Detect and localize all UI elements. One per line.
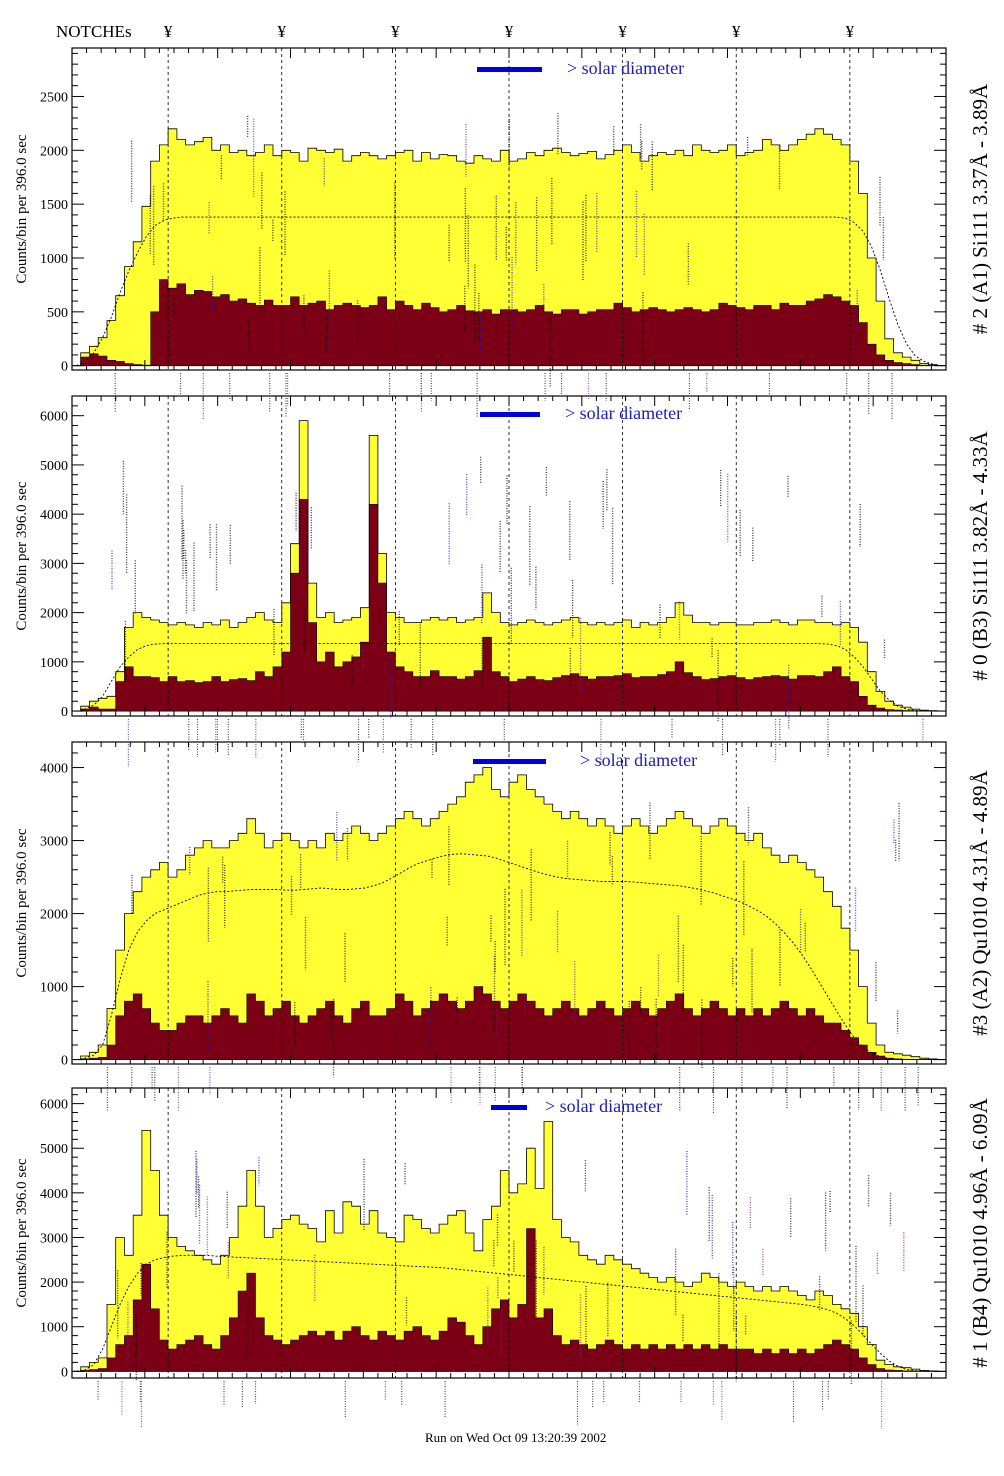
panel-title: # 0 (B3) Si111 3.82Å - 4.33Å bbox=[968, 431, 992, 681]
y-tick-label: 0 bbox=[61, 1054, 68, 1069]
notch-symbol: ¥ bbox=[618, 22, 627, 41]
y-tick-label: 2000 bbox=[40, 607, 68, 622]
y-tick-label: 1500 bbox=[40, 198, 68, 213]
y-tick-label: 6000 bbox=[40, 410, 68, 425]
y-axis-label: Counts/bin per 396.0 sec bbox=[14, 481, 30, 630]
y-tick-label: 2000 bbox=[40, 1276, 68, 1291]
y-tick-label: 5000 bbox=[40, 459, 68, 474]
y-tick-label: 2500 bbox=[40, 90, 68, 105]
chart-panels: 0 500 1000 1500 2000 2500 Counts/bin per 396.0… bbox=[14, 47, 992, 1429]
y-axis-label: Counts/bin per 396.0 sec bbox=[14, 1158, 30, 1307]
y-tick-label: 5000 bbox=[40, 1142, 68, 1157]
y-axis-label: Counts/bin per 396.0 sec bbox=[14, 828, 30, 977]
y-tick-label: 4000 bbox=[40, 1187, 68, 1202]
y-tick-label: 1000 bbox=[40, 656, 68, 671]
dark-counts-histogram bbox=[71, 986, 947, 1060]
chart-panel-1: 0 1000 2000 3000 4000 5000 6000 Counts/bin per … bbox=[14, 395, 992, 767]
solar-diameter-bar bbox=[491, 1105, 527, 1110]
y-tick-label: 4000 bbox=[40, 508, 68, 523]
y-tick-label: 2000 bbox=[40, 144, 68, 159]
y-tick-label: 3000 bbox=[40, 1231, 68, 1246]
notch-markers: ¥ ¥ ¥ ¥ ¥ ¥ ¥ bbox=[164, 22, 855, 41]
notch-symbol: ¥ bbox=[278, 22, 287, 41]
total-counts-histogram bbox=[71, 767, 947, 1061]
smooth-model-curve bbox=[76, 643, 942, 712]
smooth-model-curve bbox=[76, 853, 942, 1061]
y-tick-label: 2000 bbox=[40, 908, 68, 923]
notch-symbol: ¥ bbox=[732, 22, 741, 41]
y-tick-label: 1000 bbox=[40, 981, 68, 996]
y-tick-label: 1000 bbox=[40, 252, 68, 267]
run-footer: Run on Wed Oct 09 13:20:39 2002 bbox=[425, 1430, 606, 1445]
chart-panel-0: 0 500 1000 1500 2000 2500 Counts/bin per 396.0… bbox=[14, 47, 992, 420]
chart-panel-3: 0 1000 2000 3000 4000 5000 6000 Counts/bin per … bbox=[14, 1087, 992, 1429]
y-tick-label: 3000 bbox=[40, 835, 68, 850]
y-tick-label: 6000 bbox=[40, 1098, 68, 1113]
notch-symbol: ¥ bbox=[846, 22, 855, 41]
chart-panel-2: 0 1000 2000 3000 4000 Counts/bin per 396.0 se… bbox=[14, 741, 992, 1114]
y-tick-label: 0 bbox=[61, 360, 68, 375]
solar-diameter-label: > solar diameter bbox=[580, 750, 697, 770]
notch-symbol: ¥ bbox=[391, 22, 400, 41]
solar-diameter-bar bbox=[477, 67, 542, 72]
dark-counts-histogram bbox=[71, 279, 947, 366]
panel-title: #3 (A2) Qu1010 4.31Å - 4.89Å bbox=[968, 769, 992, 1035]
solar-diameter-label: > solar diameter bbox=[567, 58, 684, 78]
panel-title: # 2 (A1) Si111 3.37Å - 3.89Å bbox=[968, 83, 992, 334]
notch-symbol: ¥ bbox=[164, 22, 173, 41]
y-tick-label: 1000 bbox=[40, 1321, 68, 1336]
solar-diameter-label: > solar diameter bbox=[565, 403, 682, 423]
solar-diameter-label: > solar diameter bbox=[545, 1096, 662, 1116]
solar-diameter-bar bbox=[480, 412, 540, 417]
y-tick-label: 0 bbox=[61, 705, 68, 720]
y-tick-label: 0 bbox=[61, 1365, 68, 1380]
y-tick-label: 3000 bbox=[40, 557, 68, 572]
notch-symbol: ¥ bbox=[505, 22, 514, 41]
solar-diameter-bar bbox=[473, 759, 546, 764]
y-tick-label: 4000 bbox=[40, 762, 68, 777]
panel-title: # 1 (B4) Qu1010 4.96Å - 6.09Å bbox=[968, 1097, 992, 1367]
y-axis-label: Counts/bin per 396.0 sec bbox=[14, 134, 30, 283]
smooth-model-curve bbox=[76, 1254, 942, 1372]
notches-label: NOTCHEs bbox=[56, 22, 132, 41]
y-tick-label: 500 bbox=[47, 306, 68, 321]
